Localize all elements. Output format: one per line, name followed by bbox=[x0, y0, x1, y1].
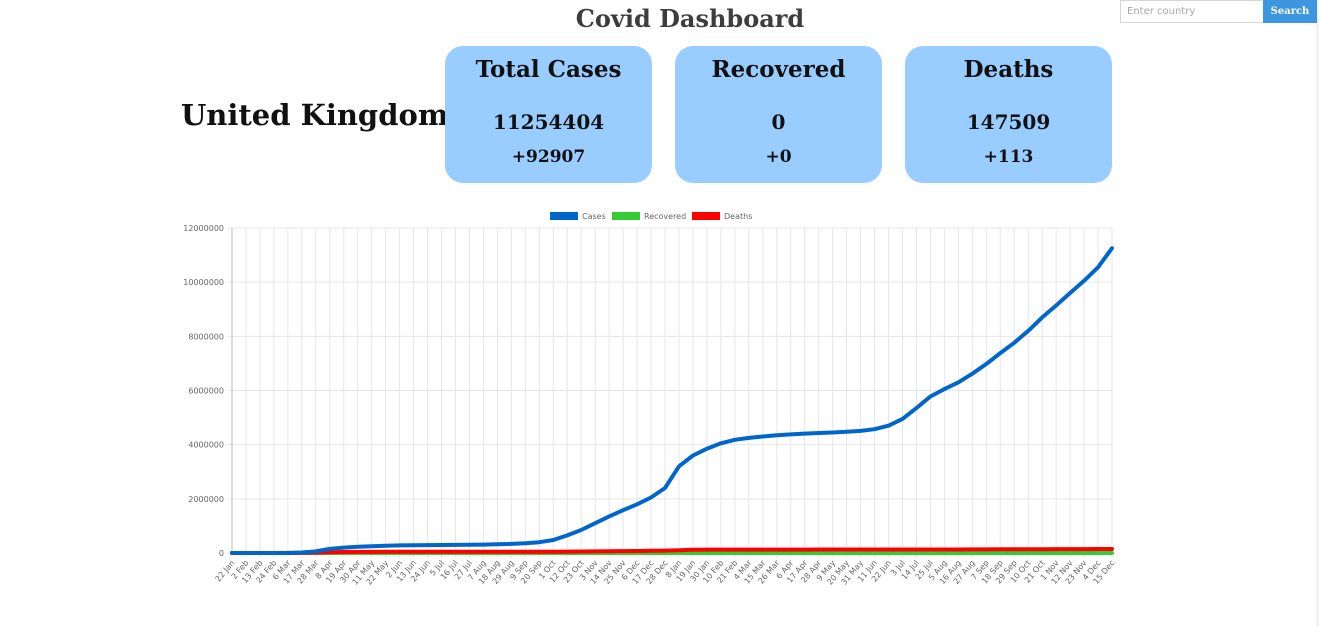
legend-label-recovered: Recovered bbox=[644, 212, 686, 221]
search-button[interactable]: Search bbox=[1263, 0, 1317, 23]
legend-swatch-deaths bbox=[692, 212, 720, 220]
total-cases-card: Total Cases 11254404 +92907 bbox=[445, 46, 652, 183]
deaths-card: Deaths 147509 +113 bbox=[905, 46, 1112, 183]
covid-line-chart: 0 2000000 4000000 6000000 8000000 10000000 120… bbox=[183, 212, 1117, 587]
search-form: Search bbox=[1120, 0, 1317, 23]
scrollbar-edge[interactable] bbox=[1316, 0, 1319, 626]
y-tick-label: 0 bbox=[219, 549, 224, 558]
legend-label-deaths: Deaths bbox=[724, 212, 752, 221]
y-tick-label: 12000000 bbox=[183, 224, 224, 233]
y-tick-label: 8000000 bbox=[188, 332, 224, 341]
card-title: Deaths bbox=[963, 56, 1054, 83]
card-value: 147509 bbox=[966, 110, 1051, 134]
y-tick-label: 4000000 bbox=[188, 441, 224, 450]
series-line-deaths bbox=[230, 547, 1114, 555]
series-line-cases bbox=[230, 246, 1114, 555]
card-title: Total Cases bbox=[475, 56, 622, 83]
recovered-card: Recovered 0 +0 bbox=[675, 46, 882, 183]
y-tick-label: 2000000 bbox=[188, 495, 224, 504]
card-value: 11254404 bbox=[492, 110, 605, 134]
card-delta: +0 bbox=[765, 147, 792, 167]
y-tick-label: 10000000 bbox=[183, 278, 224, 287]
page-title: Covid Dashboard bbox=[575, 4, 805, 33]
search-input[interactable] bbox=[1120, 0, 1262, 23]
legend-swatch-recovered bbox=[612, 212, 640, 220]
card-title: Recovered bbox=[711, 56, 846, 83]
card-delta: +92907 bbox=[511, 147, 586, 167]
y-tick-label: 6000000 bbox=[188, 387, 224, 396]
legend-label-cases: Cases bbox=[582, 212, 606, 221]
card-delta: +113 bbox=[983, 147, 1034, 167]
legend-swatch-cases bbox=[550, 212, 578, 220]
card-value: 0 bbox=[771, 110, 786, 134]
country-name: United Kingdom bbox=[181, 98, 449, 132]
